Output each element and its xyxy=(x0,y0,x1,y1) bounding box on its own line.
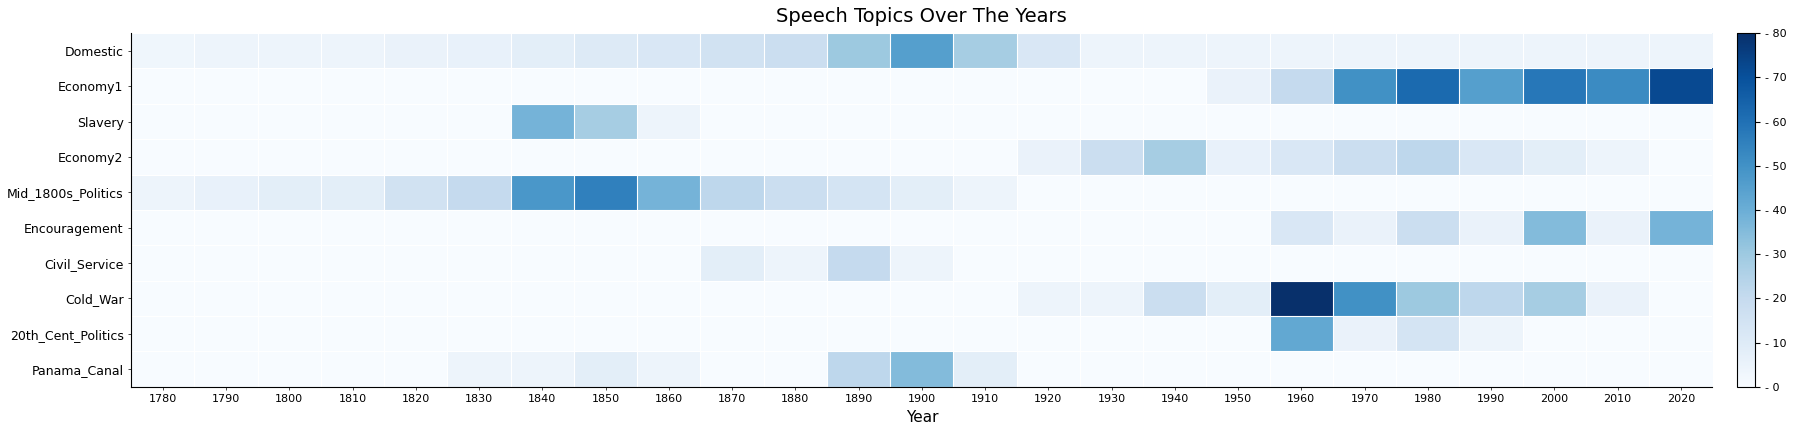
Title: Speech Topics Over The Years: Speech Topics Over The Years xyxy=(776,7,1067,26)
X-axis label: Year: Year xyxy=(905,410,938,425)
